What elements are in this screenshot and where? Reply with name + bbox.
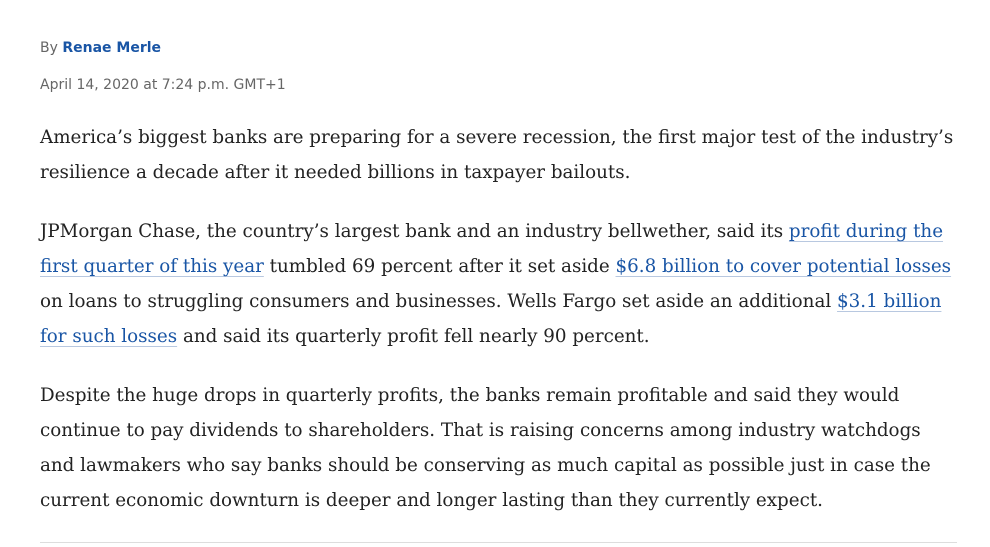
paragraph: JPMorgan Chase, the country’s largest ba… — [40, 214, 960, 354]
paragraph: America’s biggest banks are preparing fo… — [40, 120, 960, 190]
text: Despite the huge drops in quarterly prof… — [40, 385, 931, 511]
text: tumbled 69 percent after it set aside — [269, 256, 610, 277]
article-body: America’s biggest banks are preparing fo… — [40, 120, 960, 542]
byline-prefix: By — [40, 40, 58, 56]
divider — [40, 542, 957, 543]
paragraph: Despite the huge drops in quarterly prof… — [40, 378, 960, 518]
date: April 14, 2020 at 7:24 p.m. GMT+1 — [40, 77, 286, 93]
text: on loans to struggling consumers and bus… — [40, 291, 832, 312]
author[interactable]: Renae Merle — [62, 40, 162, 56]
text: and said its quarterly profit fell nearl… — [182, 326, 650, 347]
inline-link[interactable]: profit during the first quarter of this … — [40, 221, 944, 277]
byline: By Renae Merle — [40, 40, 161, 56]
inline-link[interactable]: $3.1 billion for such losses — [40, 291, 942, 347]
inline-link[interactable]: $6.8 billion to cover potential losses — [615, 256, 952, 277]
text: JPMorgan Chase, the country’s largest ba… — [40, 221, 784, 242]
text: America’s biggest banks are preparing fo… — [40, 127, 954, 183]
